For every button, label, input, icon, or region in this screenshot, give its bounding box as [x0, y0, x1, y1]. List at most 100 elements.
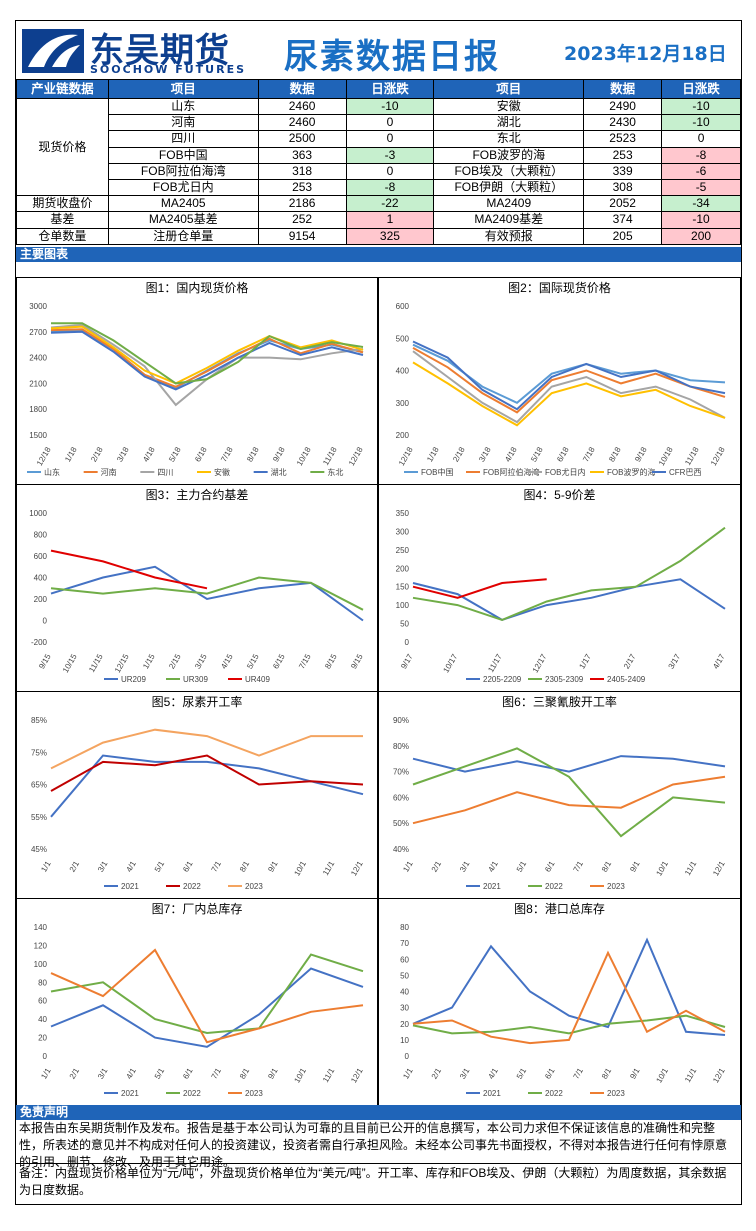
legend-label: 2305-2309 — [545, 675, 584, 684]
x-tick-label: 7/1 — [210, 859, 224, 874]
item-name: MA2409基差 — [433, 211, 585, 229]
x-tick-label: 1/18 — [63, 445, 79, 463]
x-tick-label: 8/18 — [245, 445, 261, 463]
series-line — [412, 775, 726, 825]
y-tick-label: 60 — [400, 955, 409, 964]
chart-title: 图3：主力合约基差 — [145, 488, 249, 502]
series-line — [412, 350, 726, 424]
y-tick-label: 2700 — [29, 328, 47, 337]
x-tick-label: 8/15 — [323, 652, 339, 670]
item-change: 0 — [345, 114, 435, 132]
y-tick-label: 500 — [396, 334, 410, 343]
logo-chinese-text: 东吴期货 — [90, 31, 230, 71]
item-value: 252 — [257, 211, 347, 229]
item-value: 2490 — [583, 97, 663, 116]
chart-panel: 图8：港口总库存 80 70 60 50 40 30 20 10 0 1/1 2/1 3/1 4/1 5/1… — [378, 898, 741, 1106]
series-line — [412, 578, 726, 621]
series-line — [51, 322, 364, 385]
table-row: FOB尤日内 253 -8 FOB伊朗（大颗粒） 308 -5 — [17, 178, 741, 197]
section-header-charts: 主要图表 — [16, 247, 741, 262]
row-group-label: 仓单数量 — [16, 227, 109, 245]
legend-label: FOB尤日内 — [545, 467, 585, 477]
table-row: 四川 2500 0 东北 2523 0 — [17, 130, 741, 148]
x-tick-label: 6/18 — [193, 445, 209, 463]
y-tick-label: 20 — [400, 1020, 409, 1029]
series-line — [412, 340, 726, 411]
series-line — [412, 755, 726, 773]
table-row: 河南 2460 0 湖北 2430 -10 — [17, 114, 741, 132]
y-tick-label: 300 — [396, 527, 410, 536]
y-tick-label: 65% — [31, 781, 47, 790]
table-header-cell: 项目 — [433, 79, 585, 99]
soochow-logo-icon — [22, 29, 84, 73]
chart-title: 图7：厂内总库存 — [151, 902, 243, 916]
item-value: 9154 — [257, 227, 347, 245]
item-change: -22 — [345, 195, 435, 213]
y-tick-label: 0 — [405, 638, 410, 647]
chart-panel: 图7：厂内总库存 140 120 100 80 60 40 20 0 1/1 2/1 3/1 4/1 5/… — [16, 898, 378, 1106]
legend-label: 2021 — [121, 882, 139, 891]
series-line — [412, 361, 726, 427]
table-row: FOB阿拉伯海湾 318 0 FOB埃及（大颗粒） 339 -6 — [17, 162, 741, 180]
x-tick-label: 3/18 — [115, 445, 131, 463]
series-line — [50, 549, 208, 590]
item-name: 有效预报 — [433, 227, 585, 245]
x-tick-label: 3/17 — [667, 652, 683, 670]
x-tick-label: 10/18 — [657, 445, 675, 467]
item-change: -34 — [661, 195, 741, 213]
x-tick-label: 12/1 — [349, 859, 365, 877]
legend-label: 东北 — [327, 467, 343, 477]
report-header: 东吴期货 SOOCHOW FUTURES 尿素数据日报 2023年12月18日 — [16, 21, 741, 79]
section-header-disclaimer: 免责声明 — [16, 1105, 741, 1120]
item-name: FOB伊朗（大颗粒） — [433, 178, 585, 197]
x-tick-label: 11/17 — [486, 652, 504, 674]
y-tick-label: 70% — [393, 768, 409, 777]
item-value: 318 — [257, 162, 347, 180]
x-tick-label: 5/1 — [515, 859, 529, 874]
series-line — [50, 754, 364, 792]
x-tick-label: 3/1 — [96, 859, 110, 874]
y-tick-label: 70 — [400, 939, 409, 948]
legend-label: 2021 — [483, 1089, 501, 1098]
item-value: 2460 — [257, 97, 347, 116]
x-tick-label: 7/1 — [210, 1066, 224, 1081]
legend-label: 2023 — [245, 1089, 263, 1098]
chart-panel: 图2：国际现货价格 600 500 400 300 200 12/18 1/18 2/18 3/1… — [378, 277, 741, 485]
y-tick-label: 100 — [34, 960, 48, 969]
table-header-row: 产业链数据 项目 数据 日涨跌 项目 数据 日涨跌 — [16, 79, 741, 99]
item-name: 四川 — [107, 130, 259, 148]
series-line — [412, 950, 726, 1045]
legend-label: 2021 — [121, 1089, 139, 1098]
item-change: 200 — [661, 227, 741, 245]
y-tick-label: 250 — [396, 546, 410, 555]
x-tick-label: 11/1 — [683, 859, 699, 877]
y-tick-label: 3000 — [29, 302, 47, 311]
item-change: -10 — [661, 114, 741, 132]
y-tick-label: 0 — [43, 617, 48, 626]
x-tick-label: 4/1 — [124, 859, 138, 874]
x-tick-label: 5/1 — [153, 859, 167, 874]
item-name: 河南 — [107, 114, 259, 132]
x-tick-label: 10/17 — [441, 652, 459, 674]
x-tick-label: 12/1 — [349, 1066, 365, 1084]
legend-label: FOB波罗的海 — [607, 467, 655, 477]
report-date: 2023年12月18日 — [564, 43, 727, 65]
y-tick-label: 0 — [43, 1052, 48, 1061]
item-value: 2052 — [583, 195, 663, 213]
x-tick-label: 12/15 — [113, 652, 131, 674]
x-tick-label: 9/18 — [271, 445, 287, 463]
item-change: 0 — [345, 162, 435, 180]
legend-label: 2022 — [183, 882, 201, 891]
series-line — [50, 728, 363, 770]
x-tick-label: 9/18 — [633, 445, 649, 463]
chart-panel: 图1：国内现货价格 3000 2700 2400 2100 1800 1500 12/18 1/… — [16, 277, 378, 485]
x-tick-label: 1/1 — [39, 859, 53, 874]
item-name: FOB中国 — [107, 146, 259, 164]
item-name: MA2405基差 — [107, 211, 259, 229]
chart-panel: 图4：5-9价差 350 300 250 200 150 100 50 0 9/17 10/17 11… — [378, 484, 741, 692]
y-tick-label: 60% — [393, 793, 409, 802]
item-name: FOB波罗的海 — [433, 146, 585, 164]
charts-grid: 图1：国内现货价格 3000 2700 2400 2100 1800 1500 12/18 1/… — [16, 277, 741, 1107]
series-line — [412, 747, 726, 838]
legend-label: 四川 — [157, 468, 173, 477]
